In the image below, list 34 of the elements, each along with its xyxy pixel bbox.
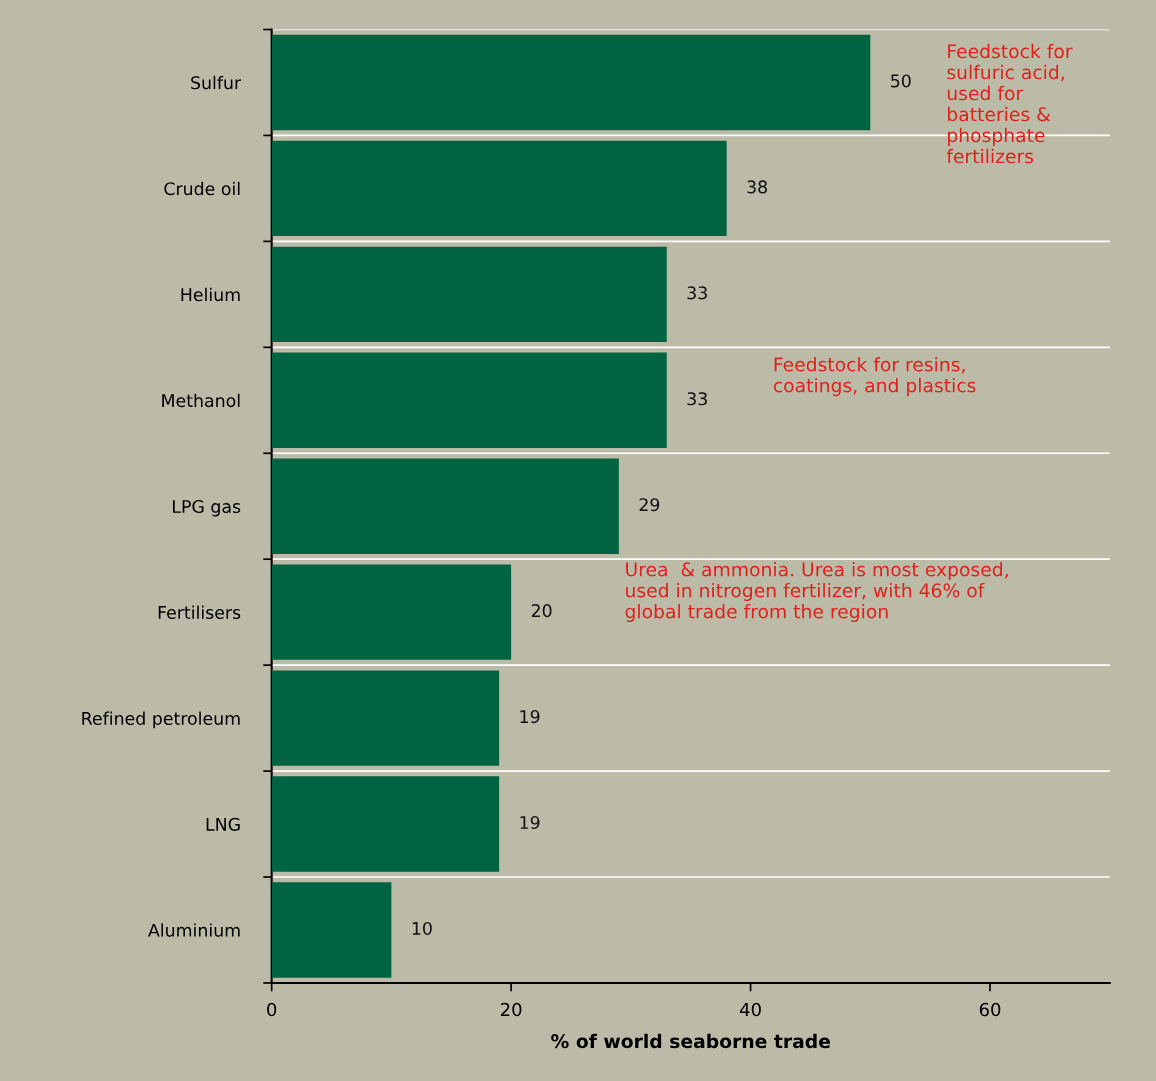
data-label: 33 (687, 286, 707, 300)
y-tick-label: Crude oil (164, 181, 240, 196)
bar (271, 882, 392, 978)
bar (271, 670, 500, 766)
data-label: 20 (531, 604, 552, 618)
bar (271, 140, 727, 237)
bar (271, 564, 512, 660)
data-label: 38 (747, 180, 767, 194)
y-tick-label: Aluminium (148, 923, 240, 937)
x-axis-title: % of world seaborne trade (551, 1033, 830, 1049)
x-tick-label: 0 (267, 1002, 277, 1017)
data-label: 19 (520, 815, 540, 830)
bar (271, 246, 667, 343)
y-tick-label: Methanol (162, 393, 240, 408)
data-label: 29 (639, 498, 660, 512)
x-tick-label: 60 (979, 1002, 1001, 1017)
bar (271, 352, 667, 448)
x-tick-label: 20 (500, 1002, 522, 1017)
x-tick-label: 40 (739, 1002, 761, 1017)
annotation: Feedstock for resins, coatings, and plastics (773, 356, 976, 397)
data-label: 50 (891, 74, 911, 88)
data-label: 10 (412, 921, 432, 936)
bar (271, 34, 871, 131)
y-tick-label: Fertilisers (158, 605, 241, 620)
y-tick-label: LPG gas (172, 499, 241, 517)
data-label: 33 (687, 392, 707, 406)
data-label: 19 (520, 710, 540, 724)
y-tick-label: Sulfur (191, 75, 242, 90)
annotation: Urea & ammonia. Urea is most exposed, used in nitrogen fertilizer, with 46% of global trade from the region (625, 561, 1008, 623)
y-tick-label: Helium (181, 287, 240, 302)
y-tick-label: Refined petroleum (82, 711, 240, 729)
bar (271, 458, 619, 554)
bar (271, 776, 500, 872)
y-tick-label: LNG (206, 817, 240, 831)
